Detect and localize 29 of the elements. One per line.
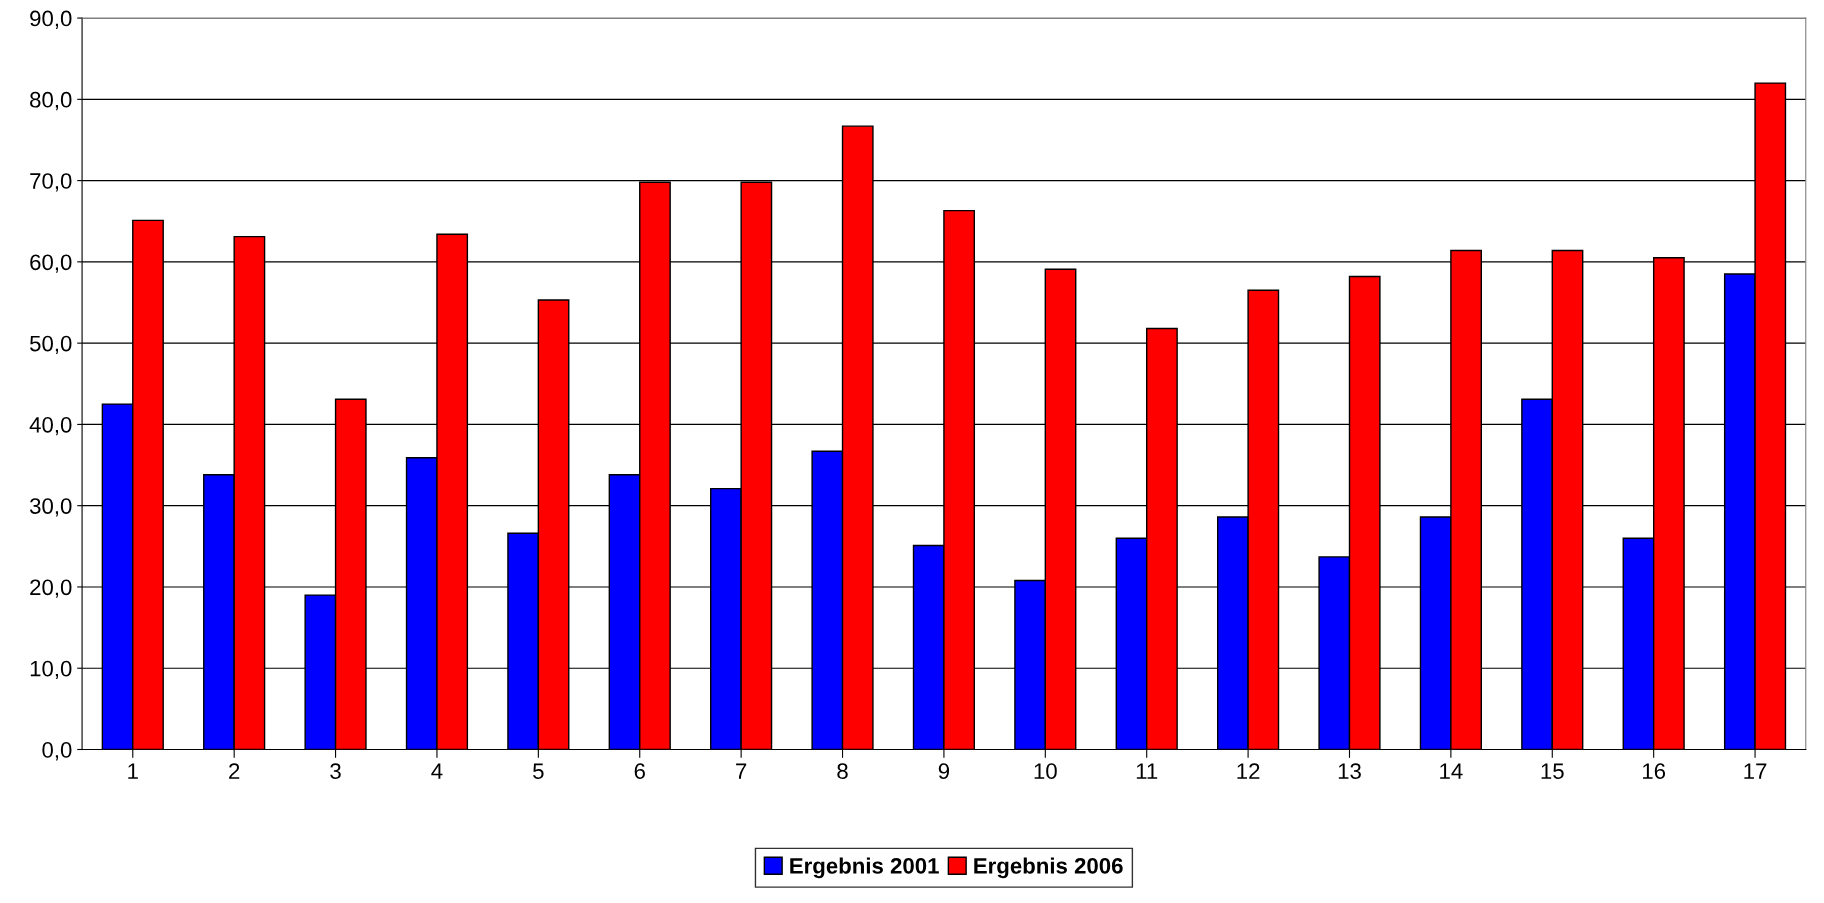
x-tick-label: 10 (1034, 763, 1057, 780)
x-tick-label: 6 (634, 763, 645, 780)
x-tick-label: 13 (1338, 763, 1361, 780)
x-tick-label: 14 (1440, 763, 1463, 779)
y-tick-label: 40,0 (29, 416, 72, 436)
y-tick-label: 60,0 (30, 254, 72, 273)
x-tick-label: 16 (1643, 763, 1666, 780)
legend-label: Ergebnis 2006 (974, 857, 1123, 879)
y-tick-label: 90,0 (30, 10, 72, 29)
x-tick-label: 11 (1136, 763, 1158, 779)
y-tick-label: 70,0 (30, 173, 72, 192)
x-tick-label: 12 (1237, 763, 1260, 779)
y-tick-label: 30,0 (29, 498, 72, 517)
y-tick-label: 20,0 (30, 579, 72, 598)
legend-label: Ergebnis 2001 (790, 857, 939, 879)
y-tick-label: 10,0 (30, 660, 72, 680)
x-tick-label: 9 (938, 763, 950, 780)
y-tick-label: 0,0 (42, 742, 72, 761)
y-tick-label: 80,0 (30, 91, 72, 111)
x-tick-label: 15 (1541, 763, 1564, 780)
x-tick-label: 1 (128, 763, 138, 779)
x-tick-label: 17 (1744, 763, 1767, 779)
x-tick-label: 2 (229, 763, 240, 779)
x-tick-label: 7 (736, 763, 747, 779)
x-tick-label: 5 (533, 763, 544, 780)
y-tick-label: 50,0 (30, 335, 72, 355)
x-tick-label: 3 (330, 763, 341, 780)
x-tick-label: 8 (837, 763, 848, 780)
x-tick-label: 4 (431, 763, 443, 779)
